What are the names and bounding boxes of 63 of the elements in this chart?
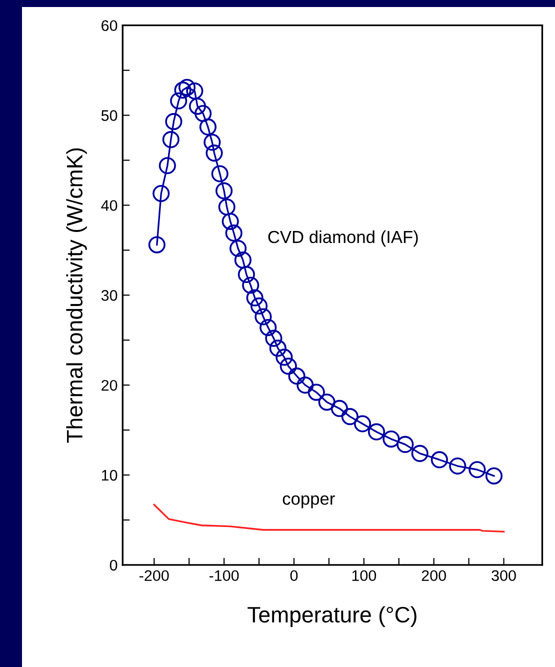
point bbox=[148, 236, 166, 254]
point bbox=[260, 318, 277, 336]
point bbox=[382, 430, 400, 448]
point bbox=[330, 400, 348, 418]
point bbox=[186, 82, 204, 100]
point bbox=[341, 408, 358, 426]
point bbox=[246, 289, 264, 306]
point bbox=[194, 104, 212, 122]
y-tick-label: 40 bbox=[101, 200, 118, 211]
point bbox=[250, 297, 268, 314]
point bbox=[211, 165, 228, 182]
point bbox=[318, 394, 336, 411]
x-tick-label: 200 bbox=[422, 570, 446, 582]
point bbox=[288, 368, 306, 385]
point bbox=[449, 457, 466, 475]
point bbox=[225, 224, 242, 242]
y-tick-label: 0 bbox=[110, 560, 118, 571]
point bbox=[280, 358, 297, 375]
point bbox=[234, 252, 252, 269]
point bbox=[218, 198, 236, 216]
point bbox=[174, 82, 192, 99]
point bbox=[165, 113, 182, 130]
x-tick-label: 300 bbox=[492, 570, 516, 582]
y-tick-label: 20 bbox=[102, 380, 118, 391]
point bbox=[242, 276, 260, 294]
point bbox=[254, 308, 272, 326]
y-tick-label: 30 bbox=[101, 290, 118, 301]
point bbox=[269, 340, 286, 357]
point bbox=[178, 78, 196, 96]
x-tick-label: -200 bbox=[140, 570, 169, 582]
point bbox=[265, 330, 282, 347]
point bbox=[296, 376, 314, 394]
point bbox=[158, 157, 176, 174]
point bbox=[411, 444, 428, 462]
point bbox=[238, 266, 255, 284]
x-tick-label: 100 bbox=[352, 570, 376, 582]
point bbox=[368, 423, 386, 440]
point bbox=[152, 184, 170, 202]
y-tick-label: 50 bbox=[101, 110, 118, 121]
point bbox=[199, 118, 217, 136]
point bbox=[354, 415, 372, 432]
point bbox=[162, 131, 180, 148]
point bbox=[276, 348, 293, 366]
y-tick-label: 60 bbox=[102, 20, 118, 32]
point bbox=[430, 451, 448, 468]
point bbox=[216, 182, 233, 200]
point bbox=[229, 240, 247, 257]
series-label: CVD diamond (IAF) bbox=[268, 230, 418, 247]
x-tick-label: -100 bbox=[209, 570, 239, 582]
x-tick-label: 0 bbox=[290, 570, 298, 582]
y-axis-title: Thermal conductivity (W/cmK) bbox=[66, 148, 87, 443]
point bbox=[206, 144, 223, 162]
series-label: copper bbox=[282, 495, 335, 508]
point bbox=[204, 134, 221, 151]
y-tick-label: 10 bbox=[102, 470, 118, 481]
x-axis-title: Temperature (°C) bbox=[248, 606, 416, 627]
point bbox=[170, 92, 188, 110]
point bbox=[222, 212, 239, 230]
point bbox=[468, 461, 486, 478]
point bbox=[308, 384, 325, 401]
point bbox=[188, 98, 206, 115]
point bbox=[485, 467, 503, 484]
point bbox=[396, 436, 414, 453]
